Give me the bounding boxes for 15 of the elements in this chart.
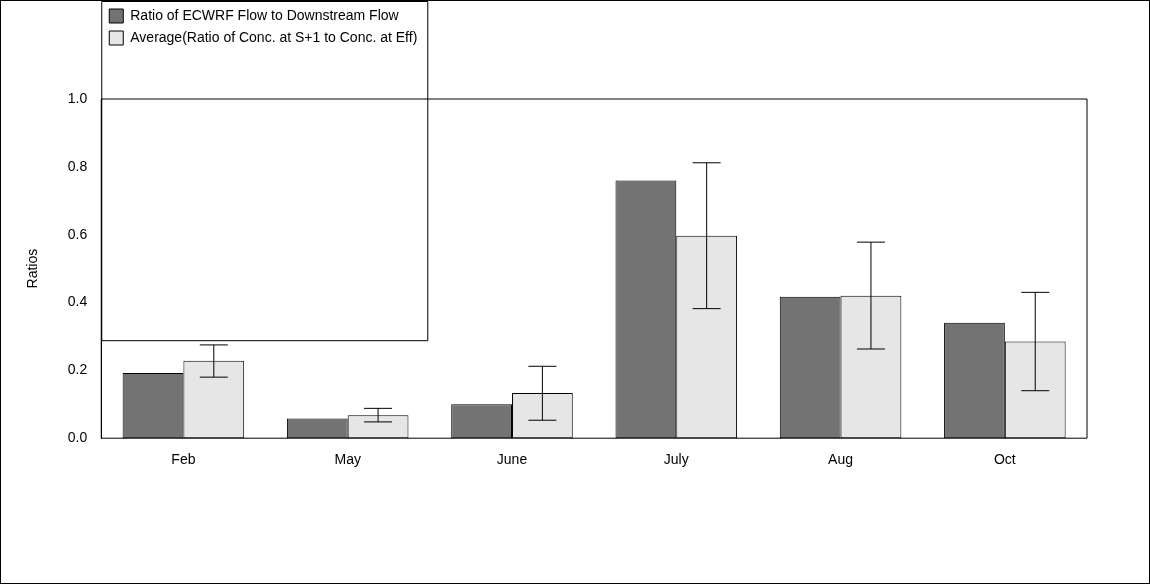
legend-label: Average(Ratio of Conc. at S+1 to Conc. at Eff) xyxy=(130,28,418,45)
y-tick-label: 0.2 xyxy=(67,361,88,378)
x-tick-label: July xyxy=(663,451,689,468)
y-axis-title: Ratios xyxy=(24,248,41,289)
x-tick-label: May xyxy=(334,451,361,468)
x-tick-label: Oct xyxy=(993,451,1016,468)
x-tick-label: Aug xyxy=(828,451,854,468)
legend-label: Ratio of ECWRF Flow to Downstream Flow xyxy=(130,6,400,23)
y-tick-label: 0.0 xyxy=(67,429,88,446)
x-tick-label: June xyxy=(496,451,528,468)
x-tick-label: Feb xyxy=(171,451,196,468)
y-tick-label: 1.0 xyxy=(67,89,88,106)
y-tick-label: 0.8 xyxy=(67,157,88,174)
y-tick-label: 0.6 xyxy=(67,225,88,242)
y-tick-label: 0.4 xyxy=(67,293,88,310)
